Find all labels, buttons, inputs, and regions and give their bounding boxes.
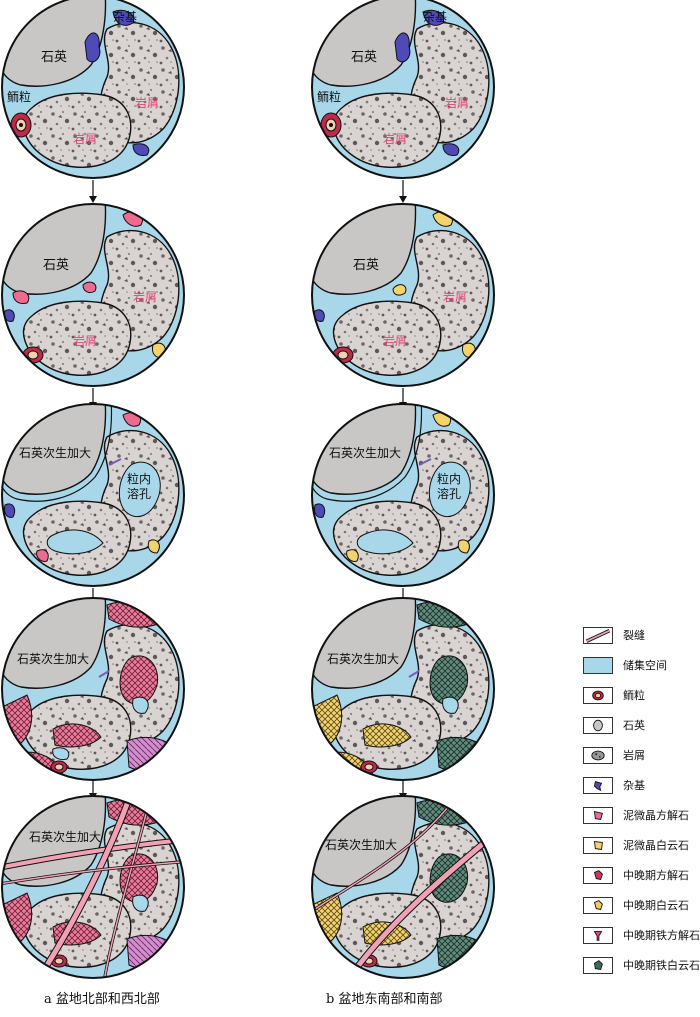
- stage-4-a: 石英次生加大: [1, 597, 185, 781]
- ooid-label: 鲕粒: [317, 89, 341, 104]
- overgrowth-label: 石英次生加大: [325, 838, 397, 852]
- pore-label: 粒内 溶孔: [127, 471, 155, 501]
- legend-label: 石英: [623, 719, 645, 732]
- stage-2-b: 石英 岩屑 岩屑: [311, 203, 495, 387]
- matrix-label: 杂基: [113, 10, 137, 24]
- legend-item-fragment: 岩屑: [583, 746, 645, 764]
- ooid-label: 鲕粒: [7, 89, 31, 104]
- pore-label: 粒内 溶孔: [437, 471, 465, 501]
- rock-fragment-label: 岩屑: [73, 333, 97, 348]
- rock-fragment-label: 岩屑: [133, 289, 157, 304]
- overgrowth-label: 石英次生加大: [19, 446, 91, 460]
- fragment-swatch-icon: [583, 746, 613, 764]
- legend-item-pore: 储集空间: [583, 656, 667, 674]
- ferroan-dolomite-swatch-icon: [583, 956, 613, 974]
- legend-item-late-dolomite: 中晚期白云石: [583, 896, 689, 914]
- quartz-label: 石英: [351, 50, 377, 65]
- stage-1-b: 石英 杂基 鲕粒 岩屑 岩屑: [311, 0, 495, 179]
- overgrowth-label: 石英次生加大: [17, 652, 89, 666]
- micrite-dolomite-swatch-icon: [583, 836, 613, 854]
- legend-label: 中晚期方解石: [623, 869, 689, 882]
- rock-fragment-label: 岩屑: [383, 333, 407, 348]
- legend-item-micrite-calcite: 泥微晶方解石: [583, 806, 689, 824]
- overgrowth-label: 石英次生加大: [29, 830, 101, 844]
- legend-label: 泥微晶白云石: [623, 839, 689, 852]
- ferroan-calcite-swatch-icon: [583, 926, 613, 944]
- pore-label-line2: 溶孔: [127, 486, 151, 501]
- fracture-swatch-icon: [583, 626, 613, 644]
- rock-fragment-label: 岩屑: [135, 95, 159, 110]
- quartz-label: 石英: [41, 50, 67, 65]
- quartz-swatch-icon: [583, 716, 613, 734]
- rock-fragment-label: 岩屑: [73, 131, 97, 146]
- stage-3-a: 石英次生加大 粒内 溶孔: [1, 403, 185, 587]
- legend-item-fracture: 裂缝: [583, 626, 645, 644]
- legend-item-micrite-dolomite: 泥微晶白云石: [583, 836, 689, 854]
- matrix-label: 杂基: [423, 10, 447, 24]
- stage-5-a: 石英次生加大: [1, 795, 185, 979]
- legend-item-ooid: 鲕粒: [583, 686, 645, 704]
- pore-label-line1: 粒内: [127, 471, 151, 486]
- legend-label: 岩屑: [623, 749, 645, 762]
- legend-item-ferroan-dolomite: 中晚期铁白云石: [583, 956, 700, 974]
- legend-label: 储集空间: [623, 659, 667, 672]
- quartz-label: 石英: [353, 258, 379, 273]
- rock-fragment-label: 岩屑: [443, 289, 467, 304]
- legend-label: 鲕粒: [623, 689, 645, 702]
- stage-5-b: 石英次生加大: [311, 795, 495, 979]
- quartz-label: 石英: [43, 258, 69, 273]
- pore-label-line1: 粒内: [437, 471, 461, 486]
- rock-fragment-label: 岩屑: [445, 95, 469, 110]
- legend-label: 杂基: [623, 779, 645, 792]
- legend-item-matrix: 杂基: [583, 776, 645, 794]
- pore-swatch-icon: [583, 656, 613, 674]
- legend-label: 泥微晶方解石: [623, 809, 689, 822]
- stage-1-a: 石英 杂基 鲕粒 岩屑 岩屑: [1, 0, 185, 179]
- overgrowth-label: 石英次生加大: [327, 652, 399, 666]
- legend-label: 中晚期铁方解石: [623, 929, 700, 942]
- micrite-calcite-swatch-icon: [583, 806, 613, 824]
- rock-fragment-label: 岩屑: [383, 131, 407, 146]
- legend-label: 中晚期白云石: [623, 899, 689, 912]
- column-a: 石英 杂基 鲕粒 岩屑 岩屑 石英 岩屑 岩屑: [1, 0, 185, 979]
- pore-label-line2: 溶孔: [437, 486, 461, 501]
- ooid-swatch-icon: [583, 686, 613, 704]
- legend-item-late-calcite: 中晚期方解石: [583, 866, 689, 884]
- column-b: 石英 杂基 鲕粒 岩屑 岩屑 石英 岩屑 岩屑: [311, 0, 495, 979]
- late-dolomite-swatch-icon: [583, 896, 613, 914]
- caption-a: a 盆地北部和西北部: [44, 992, 160, 1007]
- overgrowth-label: 石英次生加大: [329, 446, 401, 460]
- legend-item-quartz: 石英: [583, 716, 645, 734]
- legend-label: 中晚期铁白云石: [623, 959, 700, 972]
- caption-b: b 盆地东南部和南部: [326, 992, 443, 1007]
- stage-4-b: 石英次生加大: [311, 597, 495, 781]
- stage-2-a: 石英 岩屑 岩屑: [1, 203, 185, 387]
- late-calcite-swatch-icon: [583, 866, 613, 884]
- matrix-swatch-icon: [583, 776, 613, 794]
- stage-3-b: 石英次生加大 粒内 溶孔: [311, 403, 495, 587]
- legend-item-ferroan-calcite: 中晚期铁方解石: [583, 926, 700, 944]
- legend-label: 裂缝: [623, 629, 645, 642]
